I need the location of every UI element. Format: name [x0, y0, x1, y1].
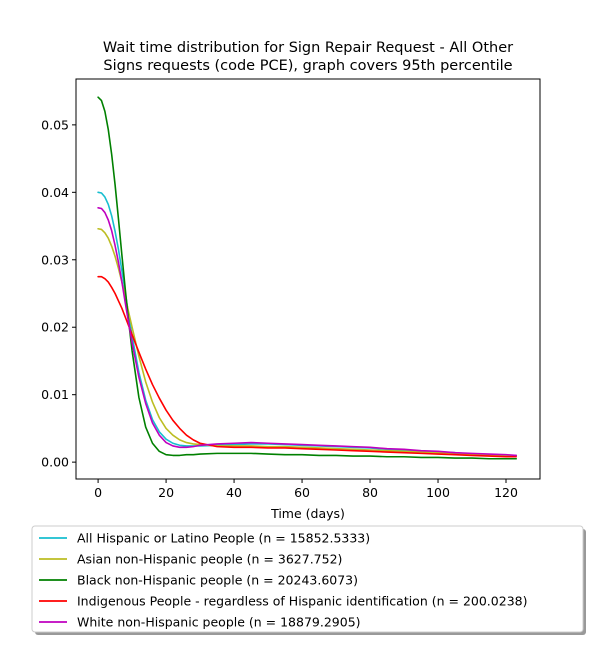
x-tick-label: 20: [158, 485, 174, 500]
y-tick-label: 0.02: [41, 320, 69, 335]
y-tick-label: 0.03: [41, 252, 69, 267]
y-tick-label: 0.01: [41, 387, 69, 402]
x-tick-label: 60: [294, 485, 310, 500]
plot-area-frame: [75, 78, 541, 480]
legend: All Hispanic or Latino People (n = 15852…: [31, 525, 586, 635]
series-line-4: [97, 207, 518, 457]
series-line-0: [97, 191, 518, 457]
series-line-2: [97, 96, 518, 460]
legend-label-2: Black non-Hispanic people (n = 20243.607…: [77, 573, 358, 588]
x-axis-ticks: 0 20 40 60 80 100 120: [94, 479, 518, 500]
series-line-3: [97, 275, 518, 458]
x-tick-label: 0: [94, 485, 102, 500]
legend-label-3: Indigenous People - regardless of Hispan…: [77, 594, 527, 609]
y-tick-label: 0.05: [41, 117, 69, 132]
x-axis-label: Time (days): [270, 506, 345, 521]
legend-label-4: White non-Hispanic people (n = 18879.290…: [77, 615, 361, 630]
chart-title-line-1: Wait time distribution for Sign Repair R…: [103, 40, 513, 56]
x-tick-label: 80: [362, 485, 378, 500]
y-tick-label: 0.00: [41, 455, 69, 470]
chart-title-line-2: Signs requests (code PCE), graph covers …: [103, 58, 512, 74]
series-lines: [97, 96, 518, 460]
legend-items: All Hispanic or Latino People (n = 15852…: [39, 531, 527, 630]
x-tick-label: 40: [226, 485, 242, 500]
x-tick-label: 100: [426, 485, 450, 500]
y-axis-ticks: 0.00 0.01 0.02 0.03 0.04 0.05: [41, 117, 76, 470]
legend-label-1: Asian non-Hispanic people (n = 3627.752): [77, 552, 342, 567]
y-tick-label: 0.04: [41, 185, 69, 200]
legend-box: [31, 525, 584, 633]
chart-title: Wait time distribution for Sign Repair R…: [103, 40, 513, 74]
legend-label-0: All Hispanic or Latino People (n = 15852…: [77, 531, 370, 546]
x-tick-label: 120: [494, 485, 518, 500]
series-line-1: [97, 227, 518, 457]
